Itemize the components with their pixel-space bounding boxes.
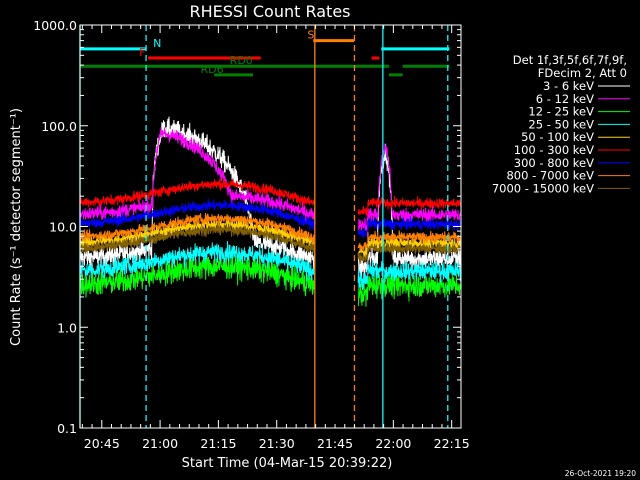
legend-label-3: 25 - 50 keV [528, 117, 594, 131]
y-tick-label: 100.0 [41, 119, 77, 134]
series-line-3 [79, 241, 462, 291]
legend-label-8: 7000 - 15000 keV [492, 181, 594, 195]
x-tick-labels: 20:45 21:00 21:15 21:30 21:45 22:00 22:15 [84, 436, 470, 451]
legend-label-5: 100 - 300 keV [514, 143, 594, 157]
x-tick-label: 20:45 [84, 436, 120, 451]
x-tick-label: 21:45 [317, 436, 353, 451]
legend-header-1: Det 1f,3f,5f,6f,7f,9f, [513, 53, 627, 67]
series-line-5 [79, 177, 462, 217]
x-tick-label: 22:00 [375, 436, 411, 451]
legend-label-4: 50 - 100 keV [521, 130, 594, 144]
x-tick-label: 21:30 [259, 436, 295, 451]
flag-label-rd0: RD0 [230, 54, 253, 67]
y-axis-label: Count Rate (s⁻¹ detector segment⁻¹) [9, 108, 24, 346]
series-line-0 [79, 116, 462, 277]
legend-label-7: 800 - 7000 keV [506, 169, 594, 183]
series-curves [79, 116, 462, 307]
legend: Det 1f,3f,5f,6f,7f,9f, FDecim 2, Att 0 3… [492, 53, 630, 195]
legend-label-1: 6 - 12 keV [536, 92, 594, 106]
legend-label-2: 12 - 25 keV [528, 105, 594, 119]
x-tick-label: 21:15 [200, 436, 236, 451]
y-tick-label: 1.0 [57, 320, 77, 335]
x-axis-label: Start Time (04-Mar-15 20:39:22) [182, 456, 393, 471]
y-tick-label: 1000.0 [33, 18, 77, 33]
series-line-6 [79, 198, 462, 239]
legend-label-6: 300 - 800 keV [514, 156, 594, 170]
flag-label-n: N [153, 37, 161, 50]
x-tick-label: 21:00 [142, 436, 178, 451]
timestamp: 26-Oct-2021 19:20 [565, 469, 636, 478]
legend-label-0: 3 - 6 keV [543, 79, 594, 93]
series-line-7 [79, 212, 462, 252]
flag-label-s: S [307, 29, 314, 42]
flag-bars: NF RD0 RD6 S [80, 29, 450, 77]
axes [79, 24, 462, 429]
y-tick-label: 10.0 [49, 220, 77, 235]
series-line-2 [79, 251, 462, 307]
x-tick-label: 22:15 [434, 436, 470, 451]
series-line-8 [79, 222, 462, 264]
y-tick-labels: 0.1 1.0 10.0 100.0 1000.0 [33, 18, 77, 436]
y-tick-label: 0.1 [57, 421, 77, 436]
flag-label-f: F [139, 46, 145, 59]
legend-header-2: FDecim 2, Att 0 [538, 66, 627, 80]
chart-title: RHESSI Count Rates [190, 2, 351, 21]
flag-label-rd6: RD6 [201, 63, 224, 76]
